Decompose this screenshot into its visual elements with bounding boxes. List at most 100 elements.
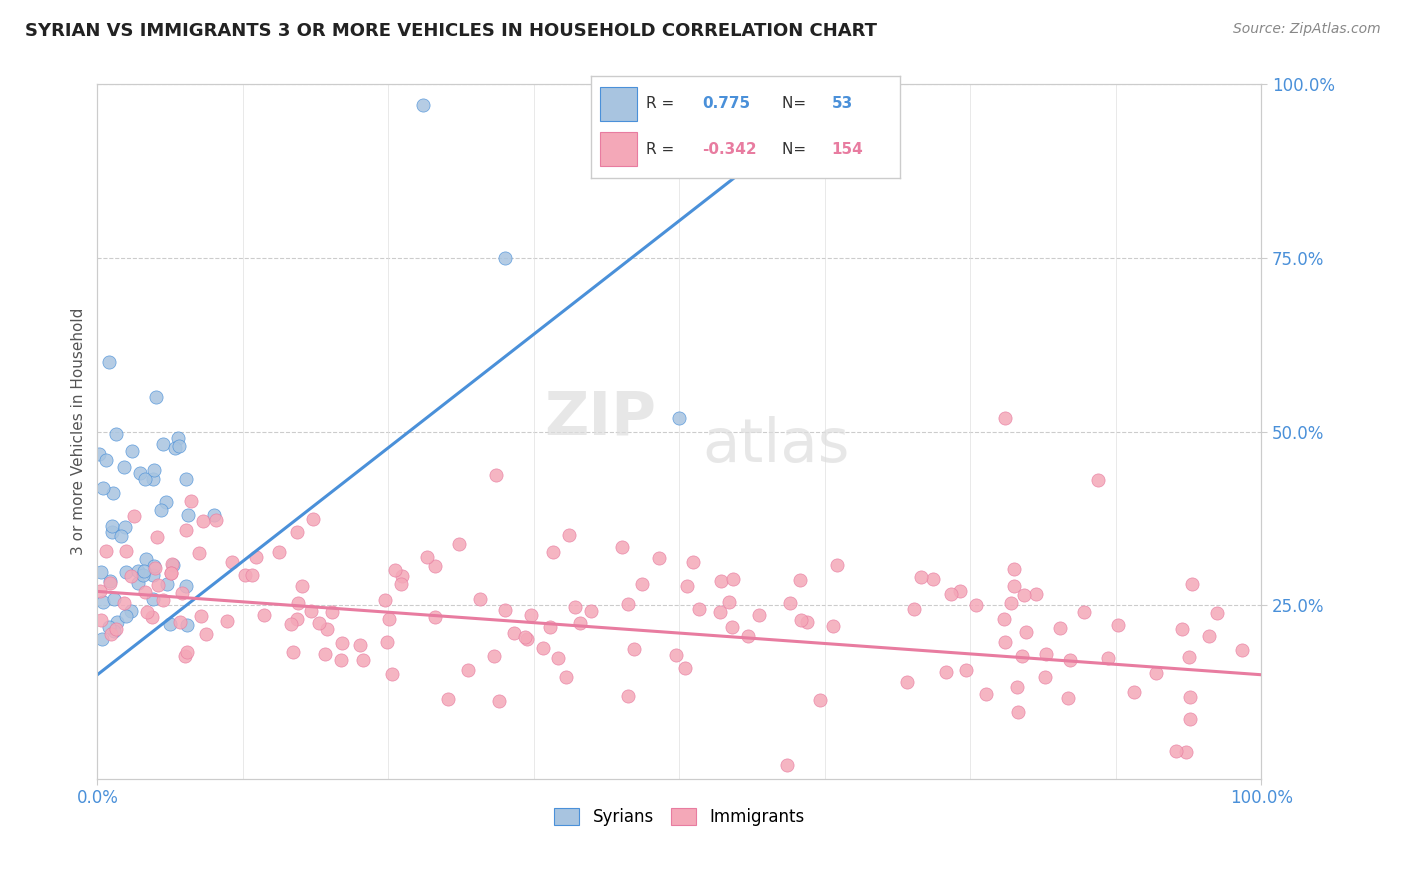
Point xyxy=(105,622,128,636)
Point xyxy=(1073,605,1095,619)
Point xyxy=(315,622,337,636)
Point xyxy=(437,692,460,706)
Point xyxy=(555,670,578,684)
Point xyxy=(949,584,972,599)
Point xyxy=(148,577,170,591)
Point xyxy=(520,607,543,622)
Point xyxy=(291,579,314,593)
Point xyxy=(648,550,671,565)
Point xyxy=(167,439,190,453)
Point xyxy=(143,561,166,575)
Point xyxy=(145,390,167,404)
Point xyxy=(176,508,198,523)
Point xyxy=(1056,691,1078,706)
Point xyxy=(515,630,537,644)
Point xyxy=(152,592,174,607)
Point xyxy=(90,613,112,627)
Point xyxy=(105,615,128,629)
Point xyxy=(790,613,813,627)
Point xyxy=(1049,621,1071,635)
Point xyxy=(163,441,186,455)
Point xyxy=(903,601,925,615)
Point xyxy=(174,472,197,486)
Point xyxy=(1171,622,1194,636)
Point xyxy=(176,617,198,632)
Point xyxy=(287,596,309,610)
Point xyxy=(541,545,564,559)
Point xyxy=(1035,670,1057,684)
Point xyxy=(1180,712,1202,726)
Point xyxy=(617,597,640,611)
Point xyxy=(114,566,136,580)
Point xyxy=(1000,597,1022,611)
Y-axis label: 3 or more Vehicles in Household: 3 or more Vehicles in Household xyxy=(72,308,86,556)
Point xyxy=(564,600,586,615)
Point xyxy=(821,619,844,633)
Point xyxy=(827,558,849,572)
Point xyxy=(135,552,157,566)
Point xyxy=(631,577,654,591)
Point xyxy=(389,577,412,591)
Point xyxy=(994,410,1017,425)
Point xyxy=(128,466,150,480)
Point xyxy=(115,544,138,558)
Point xyxy=(494,603,516,617)
Point xyxy=(89,583,111,598)
Point xyxy=(516,632,538,647)
Point xyxy=(910,570,932,584)
Text: N=: N= xyxy=(782,96,811,111)
Point xyxy=(98,576,121,591)
Point xyxy=(283,645,305,659)
Point xyxy=(457,663,479,677)
Point xyxy=(1174,745,1197,759)
Point xyxy=(710,574,733,589)
Point xyxy=(127,564,149,578)
Point xyxy=(132,564,155,578)
Point xyxy=(896,674,918,689)
Point xyxy=(174,523,197,537)
Point xyxy=(412,98,434,112)
Point xyxy=(160,566,183,580)
Point xyxy=(127,576,149,591)
Point xyxy=(104,427,127,442)
Point xyxy=(321,605,343,619)
Point xyxy=(485,468,508,483)
Point xyxy=(1178,650,1201,665)
Point xyxy=(150,503,173,517)
Point xyxy=(484,649,506,664)
Point xyxy=(935,665,957,679)
Point xyxy=(215,615,238,629)
Point xyxy=(1012,588,1035,602)
Point xyxy=(221,555,243,569)
Point xyxy=(1232,643,1254,657)
Point xyxy=(90,632,112,646)
Point xyxy=(101,519,124,533)
Point xyxy=(955,663,977,677)
Point xyxy=(384,563,406,577)
Point xyxy=(329,653,352,667)
Point xyxy=(132,568,155,582)
Point xyxy=(1005,680,1028,694)
Text: 154: 154 xyxy=(832,142,863,157)
Point xyxy=(709,606,731,620)
Point xyxy=(233,567,256,582)
Point xyxy=(1035,647,1057,661)
Point xyxy=(993,612,1015,626)
Point xyxy=(976,687,998,701)
Point xyxy=(776,758,799,772)
Point xyxy=(98,574,121,589)
Point xyxy=(1164,744,1187,758)
Text: ZIP: ZIP xyxy=(544,388,657,447)
Point xyxy=(142,463,165,477)
Point xyxy=(194,627,217,641)
Point xyxy=(91,594,114,608)
Point xyxy=(531,640,554,655)
Point xyxy=(352,653,374,667)
Point xyxy=(1007,705,1029,719)
Point xyxy=(121,604,143,618)
Point xyxy=(169,615,191,629)
Text: SYRIAN VS IMMIGRANTS 3 OR MORE VEHICLES IN HOUSEHOLD CORRELATION CHART: SYRIAN VS IMMIGRANTS 3 OR MORE VEHICLES … xyxy=(25,22,877,40)
Point xyxy=(267,545,290,559)
Point xyxy=(568,615,591,630)
Point xyxy=(1198,629,1220,643)
